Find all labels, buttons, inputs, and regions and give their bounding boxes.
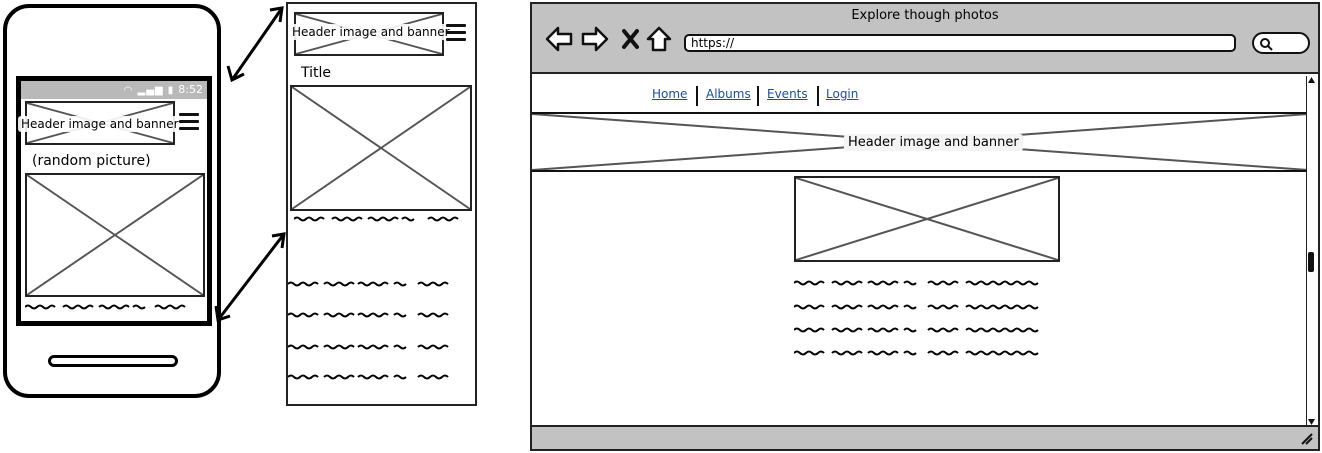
phone-random-image <box>25 173 205 297</box>
nav-link-login[interactable]: Login <box>826 87 859 101</box>
vertical-scrollbar[interactable] <box>1306 76 1316 426</box>
scrollbar-thumb[interactable] <box>1308 252 1314 272</box>
phone-home-button[interactable] <box>48 355 178 367</box>
scribble-text <box>288 374 449 380</box>
scribble-text <box>794 304 1039 310</box>
hamburger-menu-icon[interactable] <box>446 24 466 42</box>
browser-window: Explore though photos https:// Home Albu… <box>530 2 1320 451</box>
placeholder-cross-icon <box>292 87 470 209</box>
scribble-text <box>794 327 1039 333</box>
resize-grip-icon[interactable] <box>1300 432 1314 446</box>
search-field[interactable] <box>1252 32 1310 54</box>
status-icons: ◠ ▂▄▆ ▮ <box>123 85 175 96</box>
placeholder-cross-icon <box>796 178 1058 260</box>
panel-header-label: Header image and banner <box>289 24 453 40</box>
phone-status-bar: ◠ ▂▄▆ ▮ 8:52 <box>21 81 207 99</box>
phone-header-label: Header image and banner <box>18 116 182 132</box>
nav-link-home[interactable]: Home <box>652 87 688 101</box>
panel-title: Title <box>301 65 332 81</box>
nav-divider <box>757 86 759 106</box>
status-time: 8:52 <box>178 83 203 96</box>
connector-arrows <box>214 6 286 322</box>
scribble-text <box>794 280 1039 286</box>
browser-statusbar <box>532 425 1318 449</box>
scroll-down-icon[interactable] <box>1307 418 1316 426</box>
scribble-text <box>25 304 186 310</box>
phone-screen: ◠ ▂▄▆ ▮ 8:52 Header image and banner (ran… <box>16 76 212 326</box>
scribble-text <box>288 344 449 350</box>
search-icon[interactable] <box>1259 37 1273 51</box>
scribble-text <box>288 312 449 318</box>
nav-link-events[interactable]: Events <box>767 87 808 101</box>
window-title: Explore though photos <box>851 8 999 23</box>
home-icon[interactable] <box>644 24 674 54</box>
random-picture-label: (random picture) <box>32 153 151 169</box>
forward-arrow-icon[interactable] <box>580 24 610 54</box>
url-input[interactable]: https:// <box>684 34 1236 52</box>
hamburger-menu-icon[interactable] <box>179 113 199 131</box>
browser-titlebar: Explore though photos https:// <box>532 4 1318 74</box>
scribble-text <box>794 350 1039 356</box>
scribble-text <box>294 216 459 222</box>
tablet-wireframe: Header image and banner Title <box>286 2 477 406</box>
nav-divider <box>696 86 698 106</box>
nav-link-albums[interactable]: Albums <box>706 87 751 101</box>
back-arrow-icon[interactable] <box>544 24 574 54</box>
main-image <box>794 176 1060 262</box>
placeholder-cross-icon <box>27 175 203 295</box>
banner-label: Header image and banner <box>844 134 1023 151</box>
close-icon[interactable] <box>616 24 646 54</box>
scribble-text <box>288 281 449 287</box>
panel-image <box>290 85 472 211</box>
nav-divider <box>817 86 819 106</box>
header-banner: Header image and banner <box>532 112 1308 172</box>
scroll-up-icon[interactable] <box>1307 76 1316 84</box>
